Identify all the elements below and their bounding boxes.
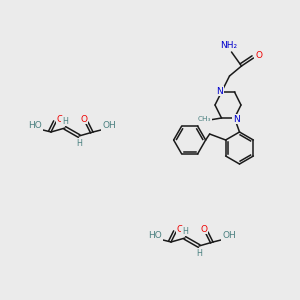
Text: O: O [200, 224, 208, 233]
Text: HO: HO [28, 122, 42, 130]
Text: OH: OH [222, 232, 236, 241]
Text: H: H [182, 226, 188, 236]
Text: O: O [255, 50, 262, 59]
Text: O: O [176, 224, 184, 233]
Text: O: O [56, 115, 64, 124]
Text: NH₂: NH₂ [220, 41, 237, 50]
Text: CH₃: CH₃ [198, 116, 211, 122]
Text: N: N [216, 86, 223, 95]
Text: H: H [62, 116, 68, 125]
Text: H: H [196, 248, 202, 257]
Text: N: N [233, 115, 240, 124]
Text: HO: HO [148, 232, 162, 241]
Text: O: O [80, 115, 88, 124]
Text: OH: OH [102, 122, 116, 130]
Text: H: H [76, 139, 82, 148]
